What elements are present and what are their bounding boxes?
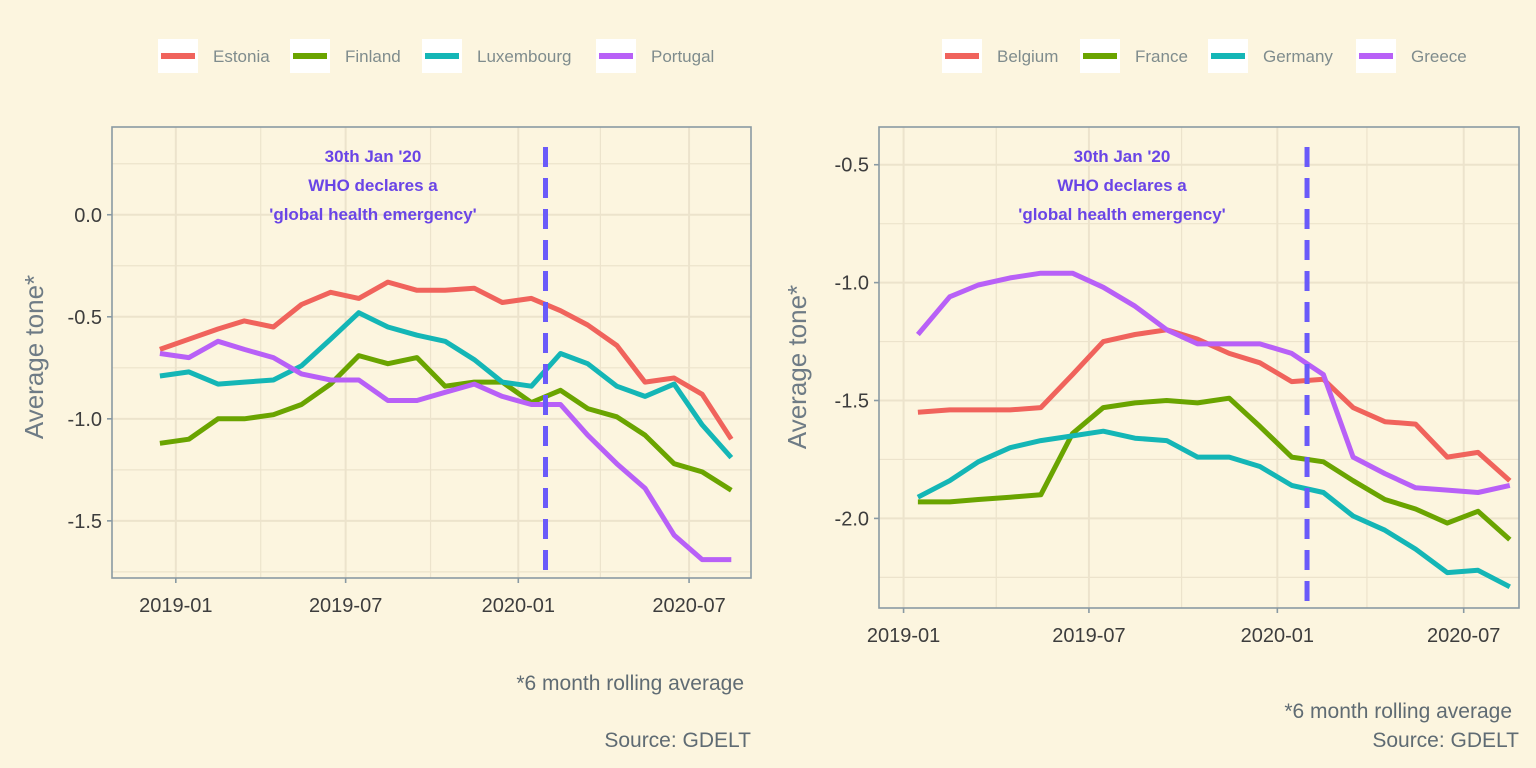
series-line-portugal xyxy=(159,338,732,563)
annotation-line-3: 'global health emergency' xyxy=(1018,205,1225,224)
y-axis-title-right: Average tone* xyxy=(782,285,812,449)
panel-border-right xyxy=(878,126,1520,609)
y-tick-label: -1.5 xyxy=(835,391,869,413)
legend-item-left-1: Finland xyxy=(290,39,401,73)
annotation-line-1: 30th Jan '20 xyxy=(1074,147,1171,166)
caption-right: *6 month rolling average xyxy=(1284,700,1512,723)
source-left: Source: GDELT xyxy=(604,729,751,752)
legend-item-left-2: Luxembourg xyxy=(422,39,572,73)
x-tick-label: 2019-01 xyxy=(867,625,940,647)
annotation-line-2: WHO declares a xyxy=(308,176,438,195)
legend-label: Portugal xyxy=(651,47,714,66)
annotation-line-1: 30th Jan '20 xyxy=(325,147,422,166)
y-tick-label: -1.5 xyxy=(68,511,102,533)
x-axis-right: 2019-01 2019-07 2020-01 2020-07 xyxy=(867,608,1500,647)
x-tick-label: 2020-01 xyxy=(482,595,555,617)
legend-item-right-0: Belgium xyxy=(942,39,1058,73)
annotation-line-2: WHO declares a xyxy=(1057,176,1187,195)
series-line-france xyxy=(917,395,1512,542)
series-line-germany xyxy=(916,428,1511,590)
series-lines-right xyxy=(915,270,1512,590)
caption-left: *6 month rolling average xyxy=(516,672,744,695)
legend-label: Germany xyxy=(1263,47,1333,66)
x-tick-label: 2019-07 xyxy=(1052,625,1125,647)
gridlines-right xyxy=(879,127,1519,608)
y-tick-label: -1.0 xyxy=(835,273,869,295)
x-tick-label: 2020-07 xyxy=(652,595,725,617)
legend-label: Finland xyxy=(345,47,401,66)
y-tick-label: -0.5 xyxy=(68,307,102,329)
legend-item-left-0: Estonia xyxy=(158,39,270,73)
y-axis-right: -0.5 -1.0 -1.5 -2.0 xyxy=(835,155,879,530)
legend-label: Greece xyxy=(1411,47,1467,66)
source-right: Source: GDELT xyxy=(1372,729,1519,752)
legend-item-right-3: Greece xyxy=(1356,39,1467,73)
legend-label: Belgium xyxy=(997,47,1058,66)
chart-panel-right: Belgium France Germany Greece -0.5 -1.0 -1… xyxy=(782,39,1520,752)
annotation-line-3: 'global health emergency' xyxy=(269,205,476,224)
legend-label: Estonia xyxy=(213,47,270,66)
x-tick-label: 2019-07 xyxy=(309,595,382,617)
legend-item-left-3: Portugal xyxy=(596,39,714,73)
legend-right: Belgium France Germany Greece xyxy=(942,39,1467,73)
series-lines-left xyxy=(159,279,734,563)
y-axis-title-left: Average tone* xyxy=(19,275,49,439)
series-line-finland xyxy=(159,353,733,493)
legend-label: Luxembourg xyxy=(477,47,572,66)
series-line-estonia xyxy=(159,279,734,441)
legend-left: Estonia Finland Luxembourg Portugal xyxy=(158,39,714,73)
x-tick-label: 2020-01 xyxy=(1241,625,1314,647)
y-tick-label: -2.0 xyxy=(835,508,869,530)
y-tick-label: 0.0 xyxy=(74,205,102,227)
x-tick-label: 2020-07 xyxy=(1427,625,1500,647)
y-axis-left: 0.0 -0.5 -1.0 -1.5 xyxy=(68,205,112,533)
legend-item-right-1: France xyxy=(1080,39,1188,73)
panel-border-left xyxy=(111,126,752,579)
y-tick-label: -0.5 xyxy=(835,155,869,177)
x-axis-left: 2019-01 2019-07 2020-01 2020-07 xyxy=(139,578,726,617)
legend-item-right-2: Germany xyxy=(1208,39,1333,73)
legend-label: France xyxy=(1135,47,1188,66)
x-tick-label: 2019-01 xyxy=(139,595,212,617)
series-line-greece xyxy=(915,270,1511,495)
series-line-luxembourg xyxy=(159,310,734,460)
chart-panel-left: Estonia Finland Luxembourg Portugal 0.0 -… xyxy=(19,39,752,752)
y-tick-label: -1.0 xyxy=(68,409,102,431)
